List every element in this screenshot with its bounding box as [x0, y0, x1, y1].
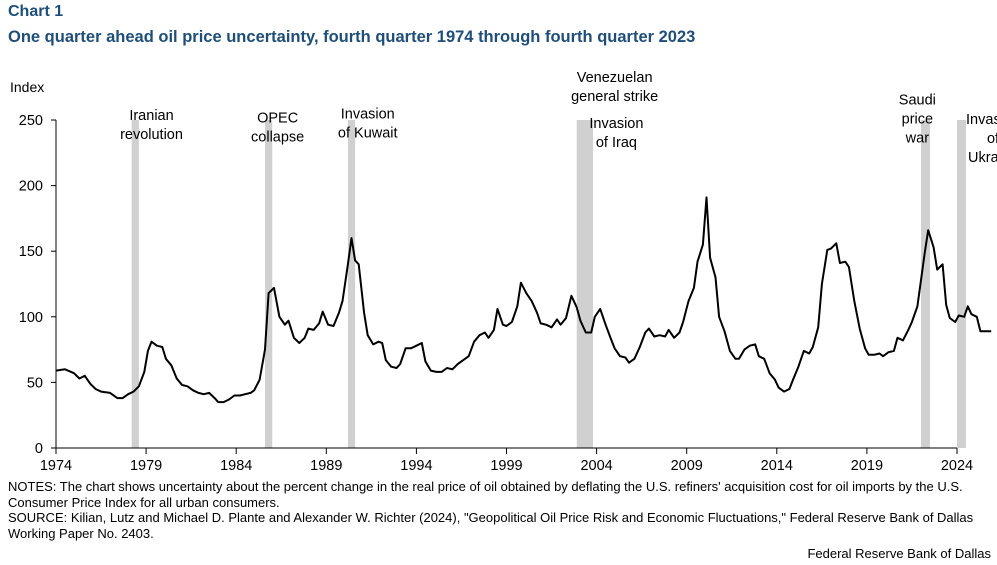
y-tick-label-200: 200	[19, 179, 43, 195]
event-label-6-line-0: Invasion	[966, 112, 997, 128]
x-tick-label-2009: 2009	[671, 458, 703, 470]
event-label-0-line-1: revolution	[120, 127, 183, 143]
event-label-6-line-2: Ukraine	[968, 150, 997, 166]
x-tick-label-1989: 1989	[310, 458, 342, 470]
x-tick-label-2024: 2024	[941, 458, 973, 470]
series-layer	[55, 196, 992, 404]
event-label-4-line-1: of Iraq	[596, 135, 637, 151]
event-label-1-line-1: collapse	[251, 130, 304, 146]
series-line-0	[55, 196, 992, 404]
chart-label: Chart 1	[8, 3, 64, 20]
event-label-5-line-2: war	[905, 130, 930, 146]
event-band-6	[957, 120, 967, 448]
x-tick-label-1999: 1999	[490, 458, 522, 470]
x-tick-label-2014: 2014	[761, 458, 793, 470]
event-bands	[131, 120, 967, 448]
x-tick-label-1984: 1984	[220, 458, 252, 470]
y-axis-label: Index	[10, 79, 44, 95]
event-label-1-line-0: OPEC	[257, 111, 298, 127]
source-text: SOURCE: Kilian, Lutz and Michael D. Plan…	[8, 510, 974, 541]
event-label-3-line-1: general strike	[571, 89, 658, 105]
footer-credit: Federal Reserve Bank of Dallas	[807, 546, 991, 561]
event-band-5	[920, 120, 930, 448]
event-label-5-line-0: Saudi	[899, 92, 936, 108]
y-tick-label-100: 100	[19, 310, 43, 326]
chart-title: One quarter ahead oil price uncertainty,…	[8, 28, 696, 46]
event-labels: Iranian revolution OPEC collapse Invasion of …	[120, 70, 997, 166]
y-tick-label-150: 150	[19, 244, 43, 260]
event-band-2	[347, 120, 356, 448]
event-label-3-line-0: Venezuelan	[577, 70, 653, 86]
x-tick-label-1994: 1994	[400, 458, 432, 470]
chart-axes: 0 50 100 150 200 250 1974 1979 1984 1989 1994 1999 2…	[19, 113, 973, 470]
line-chart: 0 50 100 150 200 250 1974 1979 1984 1989 1994 1999 2…	[10, 70, 997, 470]
y-tick-label-0: 0	[35, 441, 43, 457]
x-tick-label-2004: 2004	[580, 458, 612, 470]
event-label-5-line-1: price	[902, 111, 933, 127]
y-tick-label-50: 50	[27, 375, 43, 391]
x-tick-label-2019: 2019	[851, 458, 883, 470]
event-band-0	[131, 120, 139, 448]
x-tick-label-1979: 1979	[130, 458, 162, 470]
event-label-4-line-0: Invasion	[589, 116, 643, 132]
x-tick-label-1974: 1974	[40, 458, 72, 470]
event-band-1	[265, 120, 273, 448]
event-label-2-line-1: of Kuwait	[338, 126, 398, 142]
event-band-3	[576, 120, 593, 448]
y-tick-label-250: 250	[19, 113, 43, 129]
chart-notes: NOTES: The chart shows uncertainty about…	[8, 479, 983, 541]
event-label-2-line-0: Invasion	[341, 107, 395, 123]
notes-text: NOTES: The chart shows uncertainty about…	[8, 479, 963, 510]
event-label-0-line-0: Iranian	[129, 108, 173, 124]
event-label-6-line-1: of	[987, 131, 997, 147]
